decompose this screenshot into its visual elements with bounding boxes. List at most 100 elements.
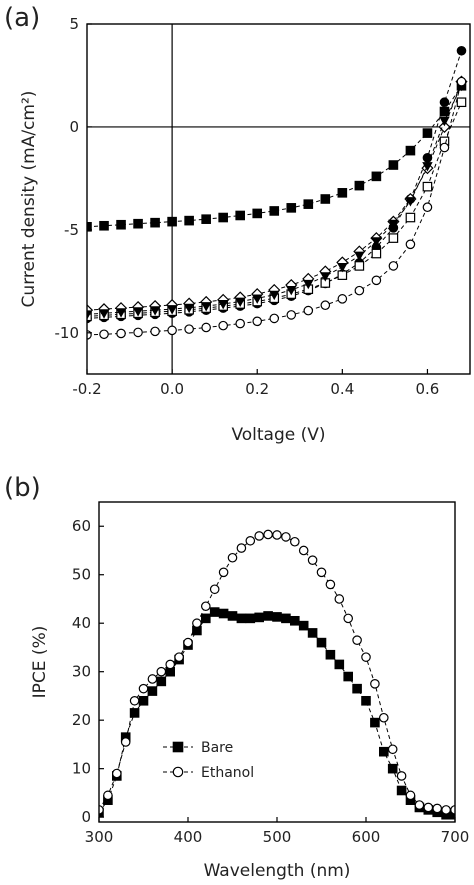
- legend-label: Ethanol: [201, 765, 254, 781]
- data-point: [99, 329, 109, 340]
- y-tick-label: -5: [64, 221, 79, 239]
- data-point: [316, 567, 327, 578]
- data-point: [337, 262, 348, 273]
- data-point: [379, 746, 389, 757]
- data-point: [456, 97, 467, 108]
- y-tick-label: 50: [72, 566, 91, 584]
- x-tick-label: 300: [85, 828, 114, 846]
- data-point: [227, 552, 238, 563]
- data-point: [388, 261, 399, 271]
- data-point: [209, 584, 220, 595]
- x-tick-label: 500: [263, 828, 292, 846]
- data-point: [334, 659, 345, 670]
- data-point: [361, 652, 371, 662]
- data-point: [234, 297, 246, 307]
- y-axis-title: Current density (mA/cm²): [19, 91, 39, 308]
- series-2: [87, 75, 468, 317]
- panel-label: (a): [4, 3, 40, 33]
- data-point: [361, 695, 371, 706]
- data-point: [147, 674, 158, 684]
- data-point: [371, 171, 382, 182]
- data-point: [439, 116, 450, 127]
- data-point: [209, 607, 220, 617]
- data-layer: [99, 529, 455, 820]
- data-point: [370, 717, 380, 728]
- data-point: [405, 212, 416, 223]
- data-point: [192, 618, 202, 629]
- data-point: [439, 97, 450, 108]
- data-point: [167, 325, 177, 336]
- data-point: [456, 76, 467, 87]
- data-point: [272, 530, 282, 540]
- data-point: [263, 529, 273, 540]
- data-point: [116, 328, 126, 339]
- x-tick-label: 400: [174, 828, 203, 846]
- data-point: [165, 659, 175, 670]
- y-tick-label: 30: [72, 663, 91, 681]
- data-point: [298, 620, 309, 631]
- data-point: [405, 145, 416, 156]
- x-tick-label: 700: [441, 828, 470, 846]
- data-point: [218, 567, 229, 578]
- y-tick-label: 0: [81, 808, 91, 826]
- data-point: [115, 308, 127, 318]
- data-point: [388, 219, 399, 230]
- data-point: [286, 310, 297, 320]
- series-4: [87, 81, 467, 320]
- data-point: [166, 305, 178, 315]
- data-point: [252, 294, 263, 304]
- y-tick-label: 5: [69, 15, 79, 33]
- data-point: [422, 181, 433, 192]
- series-line: [87, 85, 462, 315]
- plot-frame: [86, 23, 471, 375]
- data-point: [396, 771, 407, 781]
- data-point: [303, 305, 314, 316]
- data-point: [227, 611, 238, 621]
- data-point: [235, 210, 245, 221]
- data-point: [236, 613, 247, 624]
- data-point: [174, 652, 184, 662]
- data-point: [316, 637, 327, 648]
- data-point: [387, 763, 398, 774]
- data-point: [112, 768, 122, 779]
- data-point: [167, 216, 177, 227]
- data-point: [423, 802, 434, 813]
- data-point: [252, 316, 263, 327]
- data-point: [422, 128, 433, 138]
- data-point: [432, 803, 442, 814]
- data-point: [252, 208, 263, 219]
- data-point: [133, 327, 143, 338]
- data-point: [343, 671, 353, 682]
- y-axis-title: IPCE (%): [30, 626, 50, 699]
- data-point: [352, 683, 362, 694]
- data-point: [371, 275, 382, 286]
- panel-a-jv-chart: (a) -0.2 0.0 0.2 0.4 0.6 5 0 -5 -10 Voltage (V) Cur…: [4, 3, 471, 445]
- data-point: [201, 322, 211, 333]
- data-point: [289, 536, 300, 547]
- data-point: [303, 279, 314, 290]
- data-point: [218, 320, 228, 331]
- series-1: [87, 45, 467, 324]
- series-line: [99, 611, 455, 816]
- data-point: [370, 679, 380, 689]
- data-point: [414, 800, 425, 810]
- data-point: [201, 214, 211, 224]
- data-point: [337, 188, 348, 198]
- data-point: [354, 180, 365, 191]
- data-point: [290, 615, 300, 626]
- data-point: [98, 309, 110, 319]
- data-point: [325, 579, 336, 590]
- x-axis-title: Voltage (V): [231, 425, 325, 445]
- data-point: [254, 531, 265, 541]
- data-point: [236, 543, 247, 553]
- x-tick-label: 0.0: [160, 380, 184, 398]
- x-tick-label: 0.4: [330, 380, 354, 398]
- data-point: [129, 708, 140, 718]
- data-point: [147, 686, 158, 696]
- data-point: [378, 712, 389, 723]
- data-point: [116, 219, 126, 230]
- data-point: [371, 248, 382, 259]
- series-0: [99, 607, 455, 820]
- data-point: [272, 612, 282, 622]
- data-point: [201, 613, 211, 624]
